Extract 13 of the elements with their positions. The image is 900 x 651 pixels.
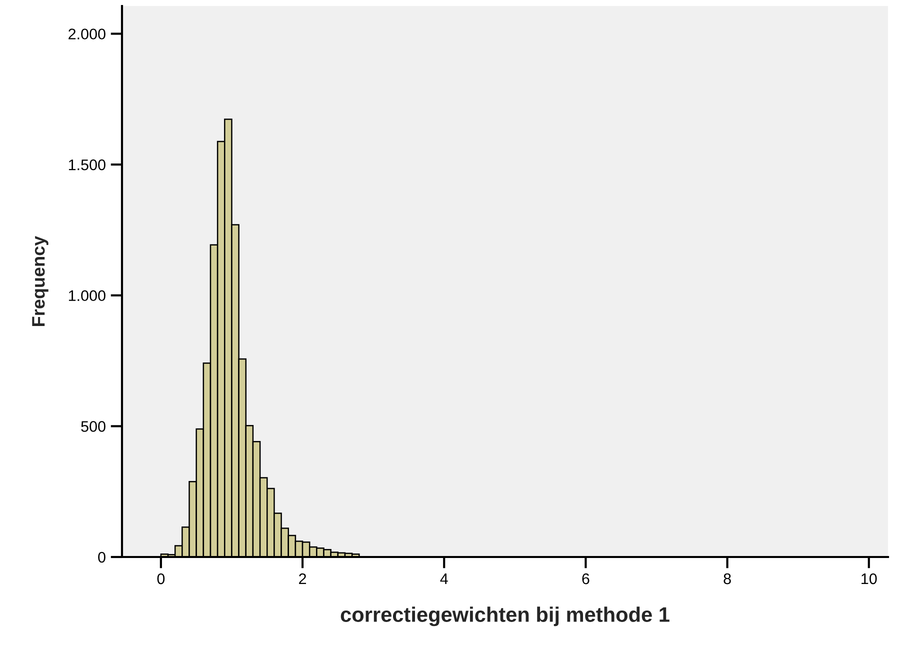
y-tick-label: 0 xyxy=(98,552,106,563)
x-axis-title: correctiegewichten bij methode 1 xyxy=(340,606,670,626)
x-tick-label: 6 xyxy=(582,573,590,584)
y-tick-label: 500 xyxy=(81,421,106,432)
x-tick-label: 8 xyxy=(724,573,731,584)
y-tick-label: 1.500 xyxy=(68,159,106,170)
y-tick-label: 1.000 xyxy=(68,290,106,302)
x-tick-label: 0 xyxy=(157,573,165,584)
y-axis-title: Frequency xyxy=(32,236,48,326)
x-tick-label: 4 xyxy=(440,574,448,584)
x-tick-label: 2 xyxy=(299,573,306,584)
y-tick-label: 2.000 xyxy=(68,28,106,40)
x-tick-label: 10 xyxy=(862,573,877,584)
